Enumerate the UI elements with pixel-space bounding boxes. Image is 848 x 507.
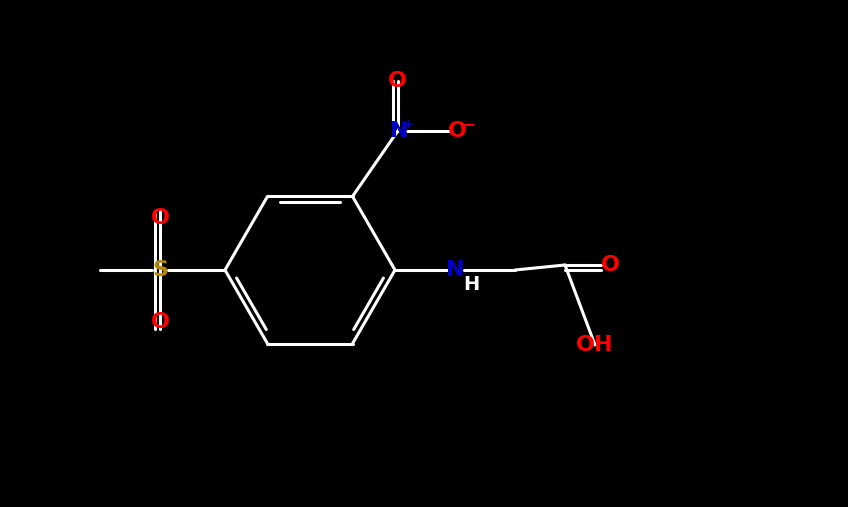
Text: O: O <box>600 255 620 275</box>
Text: N: N <box>446 260 464 280</box>
Text: OH: OH <box>577 335 614 355</box>
Text: +: + <box>403 118 414 131</box>
Text: O: O <box>150 312 170 332</box>
Text: S: S <box>152 260 168 280</box>
Text: O: O <box>150 208 170 228</box>
Text: O: O <box>388 71 407 91</box>
Text: H: H <box>463 275 479 294</box>
Text: −: − <box>462 117 475 132</box>
Text: O: O <box>448 121 467 141</box>
Text: N: N <box>390 121 409 141</box>
